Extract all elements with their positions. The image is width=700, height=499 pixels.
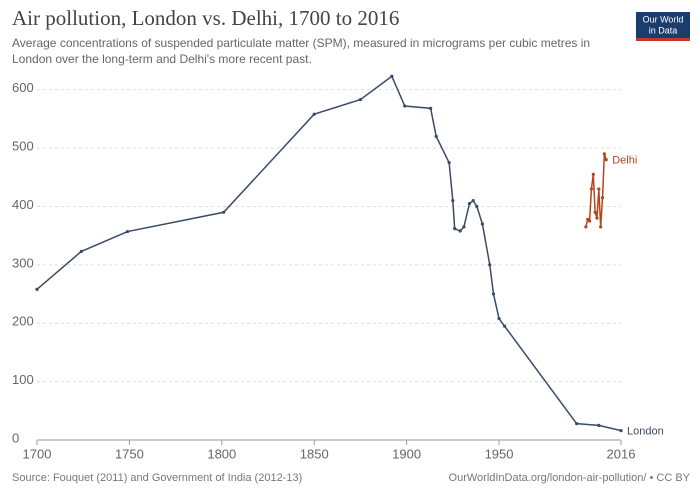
chart-title: Air pollution, London vs. Delhi, 1700 to… xyxy=(12,6,399,30)
point xyxy=(451,199,455,203)
point xyxy=(597,423,601,428)
point xyxy=(591,172,595,176)
point xyxy=(462,225,466,229)
point xyxy=(595,216,599,220)
point xyxy=(480,222,484,226)
y-tick-label: 400 xyxy=(12,197,34,212)
x-tick-label: 1700 xyxy=(23,446,52,461)
logo-bar xyxy=(636,38,690,41)
subtitle: London over the long-term and Delhi's mo… xyxy=(12,52,312,66)
point xyxy=(584,225,588,229)
point xyxy=(602,152,606,156)
x-tick-label: 1950 xyxy=(485,446,514,461)
point xyxy=(35,287,39,291)
point xyxy=(593,210,597,214)
x-tick-label: 1900 xyxy=(392,446,421,461)
point xyxy=(600,196,605,200)
point xyxy=(453,227,457,231)
point xyxy=(597,187,601,191)
point xyxy=(497,316,501,321)
point xyxy=(390,74,394,78)
y-tick-label: 200 xyxy=(12,314,34,329)
x-tick-label: 2016 xyxy=(607,446,636,461)
y-tick-label: 600 xyxy=(12,80,34,95)
point xyxy=(502,324,507,328)
series-label: London xyxy=(627,426,664,438)
point xyxy=(471,199,475,203)
point xyxy=(358,98,363,102)
point xyxy=(458,229,462,233)
point xyxy=(79,249,83,254)
point xyxy=(604,158,608,162)
point xyxy=(312,112,316,116)
series-line xyxy=(36,75,622,432)
y-tick-label: 100 xyxy=(12,372,34,387)
x-tick-label: 1850 xyxy=(300,446,329,461)
point xyxy=(619,429,623,433)
point xyxy=(434,134,438,138)
series-label: Delhi xyxy=(612,155,637,167)
point xyxy=(488,263,492,267)
logo-text: Our World xyxy=(643,14,684,24)
point xyxy=(599,225,603,229)
x-tick-label: 1750 xyxy=(115,446,144,461)
point xyxy=(447,161,451,165)
y-tick-label: 500 xyxy=(12,139,34,154)
footer: OurWorldInData.org/london-air-pollution/… xyxy=(449,472,691,484)
point xyxy=(575,422,579,426)
point xyxy=(589,187,594,191)
point xyxy=(429,106,433,110)
series-line xyxy=(585,153,607,228)
logo-text: in Data xyxy=(649,25,678,35)
point xyxy=(491,292,496,296)
point xyxy=(467,201,472,206)
point xyxy=(222,210,226,214)
point xyxy=(475,204,479,209)
point xyxy=(403,104,407,108)
x-tick-label: 1800 xyxy=(207,446,236,461)
logo xyxy=(636,12,690,40)
y-tick-label: 300 xyxy=(12,255,34,270)
point xyxy=(587,219,592,223)
subtitle: Average concentrations of suspended part… xyxy=(12,36,590,50)
point xyxy=(125,229,130,234)
source: Source: Fouquet (2011) and Government of… xyxy=(12,472,302,484)
y-tick-label: 0 xyxy=(12,430,19,445)
